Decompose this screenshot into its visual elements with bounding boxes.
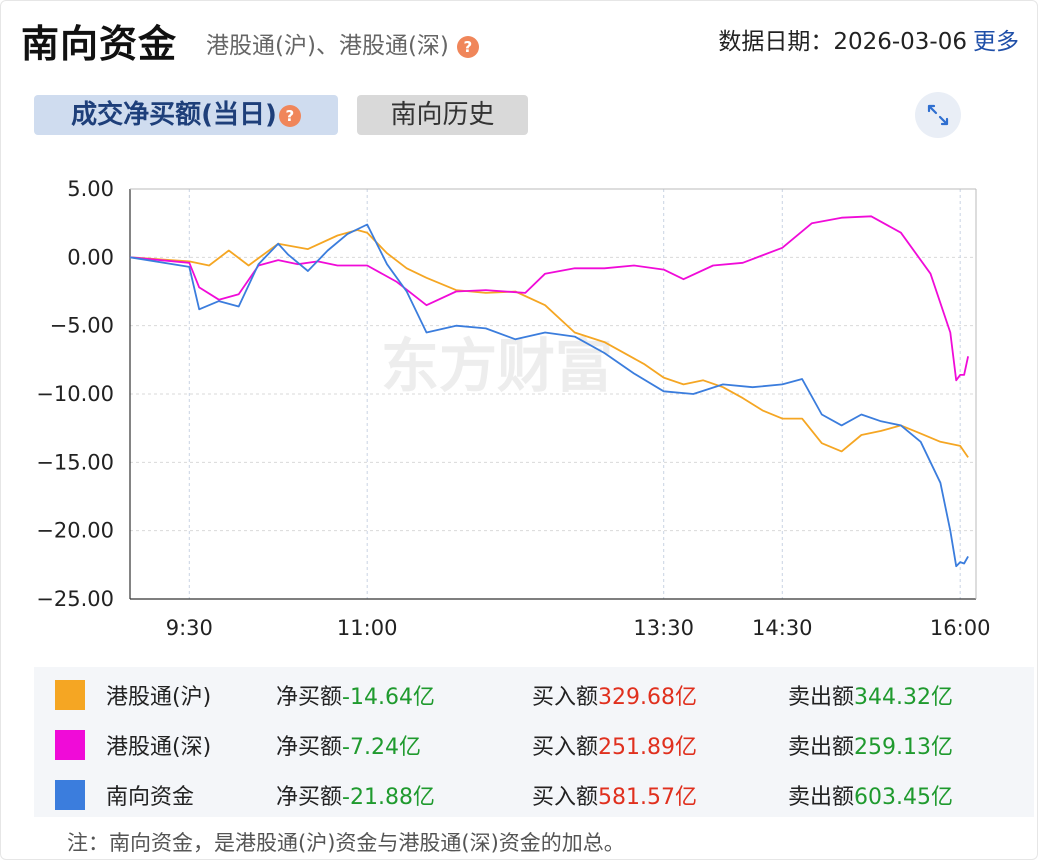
more-link[interactable]: 更多 (973, 29, 1019, 55)
legend-sell: 卖出额344.32亿 (788, 679, 953, 711)
page-title: 南向资金 (21, 22, 178, 66)
y-tick-label: −20.00 (36, 519, 114, 543)
legend-name: 南向资金 (106, 785, 195, 810)
x-tick-label: 11:00 (337, 616, 398, 640)
y-tick-label: −10.00 (36, 382, 114, 406)
legend-net: 净买额-14.64亿 (276, 679, 435, 711)
net-value: -21.88亿 (342, 785, 435, 810)
legend-net: 净买额-21.88亿 (276, 779, 435, 811)
subtitle: 港股通(沪)、港股通(深)? (206, 26, 479, 60)
net-label: 净买额 (276, 785, 343, 810)
buy-value: 581.57亿 (598, 785, 697, 810)
legend-buy: 买入额251.89亿 (532, 729, 697, 761)
sell-value: 344.32亿 (854, 685, 953, 710)
buy-value: 251.89亿 (598, 735, 697, 760)
date-value: 2026-03-06 (833, 29, 967, 55)
legend-swatch-total (55, 780, 85, 810)
subtitle-text: 港股通(沪)、港股通(深) (206, 33, 449, 59)
legend-swatch-sz (55, 730, 85, 760)
sell-label: 卖出额 (788, 785, 855, 810)
date-label: 数据日期： (718, 29, 834, 55)
x-tick-label: 9:30 (166, 616, 213, 640)
tab-net-buy-today-label: 成交净买额(当日) (71, 100, 277, 130)
net-value: -14.64亿 (342, 685, 435, 710)
y-tick-label: −25.00 (36, 587, 114, 611)
buy-label: 买入额 (532, 735, 599, 760)
y-tick-label: −15.00 (36, 450, 114, 474)
legend-row-sh: 港股通(沪) 净买额-14.64亿 买入额329.68亿 卖出额344.32亿 (34, 669, 1034, 719)
y-tick-label: 0.00 (67, 245, 114, 269)
x-tick-label: 16:00 (930, 616, 991, 640)
legend-row-total: 南向资金 净买额-21.88亿 买入额581.57亿 卖出额603.45亿 (34, 769, 1034, 819)
data-date: 数据日期：2026-03-06 更多 (718, 22, 1019, 56)
x-tick-label: 14:30 (752, 616, 813, 640)
buy-value: 329.68亿 (598, 685, 697, 710)
legend-sell: 卖出额259.13亿 (788, 729, 953, 761)
legend-row-sz: 港股通(深) 净买额-7.24亿 买入额251.89亿 卖出额259.13亿 (34, 719, 1034, 769)
legend-net: 净买额-7.24亿 (276, 729, 421, 761)
watermark-text: 东方财富 (381, 332, 613, 400)
x-tick-label: 13:30 (633, 616, 694, 640)
series-line-1 (129, 215, 969, 382)
legend-buy: 买入额581.57亿 (532, 779, 697, 811)
sell-value: 259.13亿 (854, 735, 953, 760)
y-tick-label: −5.00 (50, 314, 114, 338)
tab-net-buy-today[interactable]: 成交净买额(当日)? (34, 95, 338, 135)
buy-label: 买入额 (532, 785, 599, 810)
legend-sell: 卖出额603.45亿 (788, 779, 953, 811)
legend-name: 港股通(沪) (106, 685, 212, 710)
series-line-2 (129, 223, 969, 568)
series-line-0 (129, 229, 969, 458)
help-icon[interactable]: ? (456, 35, 479, 58)
buy-label: 买入额 (532, 685, 599, 710)
net-label: 净买额 (276, 685, 343, 710)
legend-buy: 买入额329.68亿 (532, 679, 697, 711)
sell-label: 卖出额 (788, 685, 855, 710)
net-buy-line-chart: 东方财富 5.00 0.00 −5.00 −10.00 −15.00 −20.00 −25.0… (36, 177, 991, 640)
help-icon[interactable]: ? (278, 104, 301, 127)
y-tick-label: 5.00 (67, 177, 114, 201)
sell-value: 603.45亿 (854, 785, 953, 810)
net-label: 净买额 (276, 735, 343, 760)
net-value: -7.24亿 (342, 735, 421, 760)
tab-southbound-history[interactable]: 南向历史 (357, 95, 528, 135)
sell-label: 卖出额 (788, 735, 855, 760)
legend-name: 港股通(深) (106, 735, 212, 760)
legend-table: 港股通(沪) 净买额-14.64亿 买入额329.68亿 卖出额344.32亿 … (34, 667, 1034, 817)
footnote: 注：南向资金，是港股通(沪)资金与港股通(深)资金的加总。 (67, 831, 625, 855)
legend-swatch-sh (55, 680, 85, 710)
expand-icon (927, 104, 949, 126)
expand-button[interactable] (915, 92, 961, 138)
